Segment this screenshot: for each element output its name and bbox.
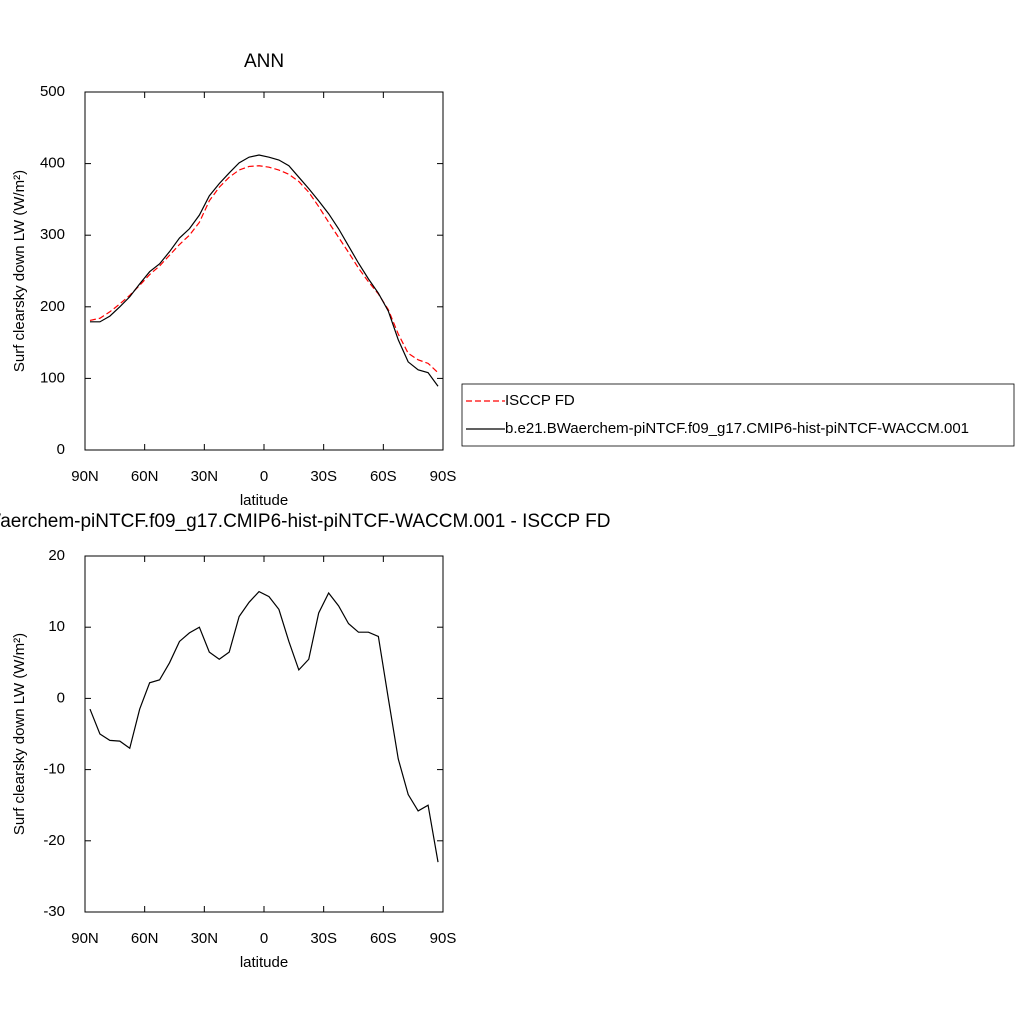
legend-box: [461, 383, 1015, 447]
y-tick-label: 20: [48, 547, 65, 564]
y-tick-label: 400: [40, 155, 65, 172]
x-tick-label: 30N: [191, 468, 219, 485]
plot-frame: [84, 555, 444, 913]
y-axis-label: Surf clearsky down LW (W/m²): [11, 633, 28, 835]
y-tick-label: -20: [43, 832, 65, 849]
x-tick-label: 60S: [370, 930, 397, 947]
data-line: [89, 165, 439, 374]
x-tick-label: 90S: [430, 468, 457, 485]
chart-title: b.e21.BWaerchem-piNTCF.f09_g17.CMIP6-his…: [0, 511, 610, 532]
data-line: [89, 590, 439, 863]
y-tick-label: 500: [40, 83, 65, 100]
x-tick-label: 90N: [71, 468, 99, 485]
x-tick-label: 90N: [71, 930, 99, 947]
x-tick-label: 30S: [310, 930, 337, 947]
y-tick-label: -30: [43, 903, 65, 920]
y-tick-label: 300: [40, 226, 65, 243]
x-tick-label: 60S: [370, 468, 397, 485]
y-axis-label: Surf clearsky down LW (W/m²): [11, 170, 28, 372]
x-tick-label: 0: [260, 930, 268, 947]
x-tick-label: 0: [260, 468, 268, 485]
data-line: [89, 154, 439, 387]
plot-frame: [84, 91, 444, 451]
y-tick-label: 0: [57, 689, 65, 706]
y-tick-label: 100: [40, 369, 65, 386]
y-tick-label: 200: [40, 298, 65, 315]
y-tick-label: 10: [48, 618, 65, 635]
y-tick-label: 0: [57, 441, 65, 458]
x-tick-label: 90S: [430, 930, 457, 947]
y-tick-label: -10: [43, 761, 65, 778]
x-tick-label: 60N: [131, 468, 159, 485]
legend-label: b.e21.BWaerchem-piNTCF.f09_g17.CMIP6-his…: [505, 420, 969, 437]
legend-label: ISCCP FD: [505, 392, 575, 409]
x-tick-label: 30S: [310, 468, 337, 485]
x-axis-label: latitude: [240, 492, 288, 509]
chart-title: ANN: [244, 51, 284, 72]
x-axis-label: latitude: [240, 954, 288, 971]
x-tick-label: 60N: [131, 930, 159, 947]
x-tick-label: 30N: [191, 930, 219, 947]
